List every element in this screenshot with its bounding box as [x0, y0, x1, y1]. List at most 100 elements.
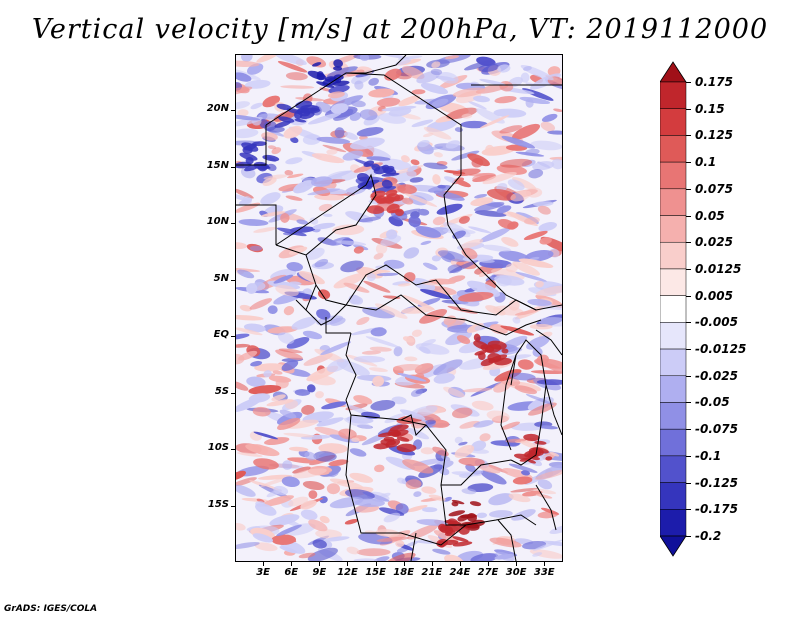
field-cell: [525, 98, 534, 108]
colorbar-level-label: 0.025: [695, 235, 733, 250]
field-cell: [400, 155, 410, 163]
field-cell: [236, 343, 251, 348]
colorbar-level-label: 0.1: [695, 155, 717, 170]
field-cell: [474, 193, 488, 199]
colorbar-bin: [660, 81, 687, 109]
colorbar-level-label: 0.075: [695, 181, 733, 196]
field-cell: [353, 395, 373, 405]
field-cell: [373, 443, 390, 450]
field-cell: [283, 432, 315, 438]
colorbar-tick: [686, 268, 691, 270]
field-cell: [512, 261, 540, 276]
field-cell: [530, 140, 562, 151]
field-cell: [329, 317, 346, 326]
field-cell: [280, 85, 315, 89]
field-cell: [253, 227, 277, 233]
colorbar-level-label: -0.075: [695, 422, 738, 437]
field-cell: [433, 190, 465, 201]
field-cell: [538, 222, 557, 232]
field-cell: [368, 77, 379, 86]
field-cell: [307, 112, 342, 125]
field-cell: [458, 441, 468, 446]
field-cell: [267, 126, 285, 133]
field-cell: [315, 391, 324, 399]
field-cell: [285, 195, 303, 201]
colorbar-bin: [660, 509, 687, 537]
field-cell: [236, 101, 250, 109]
field-cell: [545, 456, 553, 461]
field-cell: [356, 127, 384, 137]
lat-tick-label: 10S: [207, 442, 229, 454]
field-cell: [444, 554, 465, 561]
field-cell: [507, 179, 525, 191]
field-cell: [460, 120, 488, 129]
colorbar-level-label: -0.175: [695, 502, 738, 517]
field-cell: [285, 523, 316, 536]
field-cell: [253, 161, 270, 170]
grads-credit: GrADS: IGES/COLA: [4, 604, 98, 614]
field-cell: [461, 113, 473, 119]
field-cell: [549, 524, 562, 534]
field-cell: [485, 305, 506, 316]
field-cell: [425, 419, 436, 425]
lon-tick-label: 30E: [505, 567, 527, 578]
field-cell: [521, 470, 531, 476]
field-cell: [462, 387, 493, 393]
field-cell: [433, 530, 459, 543]
field-cell: [417, 140, 430, 148]
lat-tick-label: 15S: [207, 498, 229, 510]
field-cell: [266, 399, 294, 407]
field-cell: [256, 55, 281, 63]
colorbar-bin: [660, 161, 687, 190]
field-cell: [480, 470, 507, 485]
field-cell: [472, 95, 490, 103]
field-cell: [416, 519, 448, 526]
field-cell: [245, 443, 280, 457]
field-cell: [402, 459, 434, 474]
field-cell: [276, 524, 302, 537]
field-cell: [415, 226, 442, 238]
colorbar-bin: [660, 428, 687, 457]
field-cell: [540, 121, 556, 132]
field-cell: [471, 440, 487, 452]
field-cell: [370, 327, 387, 337]
field-cell: [520, 64, 554, 81]
field-cell: [380, 235, 402, 247]
field-cell: [328, 459, 349, 467]
field-cell: [501, 135, 536, 149]
field-cell: [277, 417, 301, 430]
field-cell: [361, 350, 381, 355]
field-cell: [410, 159, 420, 166]
field-cell: [392, 364, 423, 371]
field-cell: [302, 480, 325, 491]
field-cell: [396, 436, 410, 442]
field-cell: [488, 354, 508, 364]
field-cell: [395, 59, 412, 66]
field-cell: [383, 512, 401, 523]
lat-tick-mark: [231, 110, 235, 112]
map-title: Vertical velocity [m/s] at 200hPa, VT: 2…: [31, 14, 769, 45]
field-cell: [369, 367, 388, 372]
field-cell: [443, 496, 452, 502]
field-cell: [501, 236, 519, 247]
field-cell: [236, 114, 261, 121]
field-cell: [411, 329, 423, 337]
field-cell: [529, 323, 553, 330]
field-cell: [236, 327, 263, 336]
field-cell: [512, 316, 521, 324]
field-cell: [326, 170, 359, 182]
field-cell: [541, 507, 560, 515]
field-cell: [533, 201, 554, 207]
field-cell: [488, 493, 514, 506]
field-cell: [354, 80, 364, 90]
field-cell: [273, 274, 294, 284]
lon-tick-label: 12E: [337, 567, 358, 578]
field-cell: [532, 552, 543, 557]
colorbar-tick: [686, 162, 691, 164]
lon-tick-mark: [516, 562, 518, 566]
field-cell: [468, 226, 492, 234]
field-cell: [421, 507, 438, 513]
field-cell: [236, 128, 259, 139]
field-cell: [278, 517, 302, 528]
field-cell: [494, 357, 512, 366]
